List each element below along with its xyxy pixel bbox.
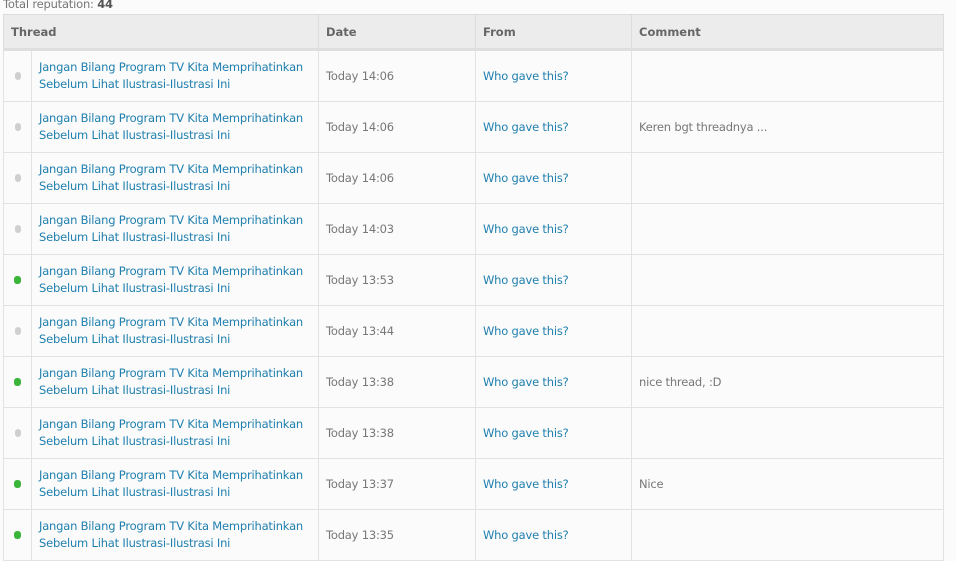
table-row: Jangan Bilang Program TV Kita Memprihati…	[3, 458, 944, 510]
table-row: Jangan Bilang Program TV Kita Memprihati…	[3, 49, 944, 102]
neutral-reputation-dot-icon	[14, 327, 21, 335]
comment-cell: Nice	[631, 458, 944, 510]
thread-link[interactable]: Jangan Bilang Program TV Kita Memprihati…	[39, 264, 304, 295]
date-cell: Today 14:03	[318, 203, 476, 255]
thread-link[interactable]: Jangan Bilang Program TV Kita Memprihati…	[39, 315, 304, 346]
status-cell	[3, 203, 32, 255]
table-row: Jangan Bilang Program TV Kita Memprihati…	[3, 305, 944, 357]
date-cell: Today 13:53	[318, 254, 476, 306]
table-row: Jangan Bilang Program TV Kita Memprihati…	[3, 203, 944, 255]
who-gave-this-link[interactable]: Who gave this?	[483, 323, 569, 338]
thread-cell: Jangan Bilang Program TV Kita Memprihati…	[31, 407, 319, 459]
positive-reputation-dot-icon	[14, 531, 21, 539]
from-cell: Who gave this?	[475, 152, 632, 204]
thread-cell: Jangan Bilang Program TV Kita Memprihati…	[31, 305, 319, 357]
date-cell: Today 13:44	[318, 305, 476, 357]
header-from: From	[475, 14, 632, 51]
who-gave-this-link[interactable]: Who gave this?	[483, 425, 569, 440]
table-row: Jangan Bilang Program TV Kita Memprihati…	[3, 407, 944, 459]
from-cell: Who gave this?	[475, 509, 632, 561]
date-cell: Today 14:06	[318, 49, 476, 102]
neutral-reputation-dot-icon	[14, 429, 21, 437]
thread-link[interactable]: Jangan Bilang Program TV Kita Memprihati…	[39, 519, 304, 550]
from-cell: Who gave this?	[475, 458, 632, 510]
header-date: Date	[318, 14, 476, 51]
table-row: Jangan Bilang Program TV Kita Memprihati…	[3, 152, 944, 204]
comment-cell: Keren bgt threadnya ...	[631, 101, 944, 153]
comment-cell	[631, 305, 944, 357]
comment-cell	[631, 152, 944, 204]
table-row: Jangan Bilang Program TV Kita Memprihati…	[3, 254, 944, 306]
comment-cell: nice thread, :D	[631, 356, 944, 408]
from-cell: Who gave this?	[475, 356, 632, 408]
thread-cell: Jangan Bilang Program TV Kita Memprihati…	[31, 101, 319, 153]
thread-link[interactable]: Jangan Bilang Program TV Kita Memprihati…	[39, 366, 304, 397]
status-cell	[3, 101, 32, 153]
neutral-reputation-dot-icon	[14, 123, 21, 131]
thread-link[interactable]: Jangan Bilang Program TV Kita Memprihati…	[39, 60, 304, 91]
who-gave-this-link[interactable]: Who gave this?	[483, 221, 569, 236]
reputation-table: Thread Date From Comment Jangan Bilang P…	[3, 14, 944, 561]
comment-cell	[631, 203, 944, 255]
from-cell: Who gave this?	[475, 254, 632, 306]
status-cell	[3, 254, 32, 306]
who-gave-this-link[interactable]: Who gave this?	[483, 272, 569, 287]
comment-cell	[631, 254, 944, 306]
from-cell: Who gave this?	[475, 101, 632, 153]
who-gave-this-link[interactable]: Who gave this?	[483, 170, 569, 185]
table-row: Jangan Bilang Program TV Kita Memprihati…	[3, 509, 944, 561]
date-cell: Today 13:38	[318, 407, 476, 459]
thread-cell: Jangan Bilang Program TV Kita Memprihati…	[31, 509, 319, 561]
who-gave-this-link[interactable]: Who gave this?	[483, 476, 569, 491]
thread-cell: Jangan Bilang Program TV Kita Memprihati…	[31, 458, 319, 510]
table-row: Jangan Bilang Program TV Kita Memprihati…	[3, 101, 944, 153]
thread-cell: Jangan Bilang Program TV Kita Memprihati…	[31, 254, 319, 306]
date-cell: Today 14:06	[318, 101, 476, 153]
from-cell: Who gave this?	[475, 203, 632, 255]
status-cell	[3, 49, 32, 102]
positive-reputation-dot-icon	[14, 276, 21, 284]
thread-link[interactable]: Jangan Bilang Program TV Kita Memprihati…	[39, 111, 304, 142]
positive-reputation-dot-icon	[14, 480, 21, 488]
total-reputation: Total reputation: 44	[3, 0, 113, 11]
neutral-reputation-dot-icon	[14, 174, 21, 182]
who-gave-this-link[interactable]: Who gave this?	[483, 374, 569, 389]
status-cell	[3, 356, 32, 408]
thread-cell: Jangan Bilang Program TV Kita Memprihati…	[31, 356, 319, 408]
thread-link[interactable]: Jangan Bilang Program TV Kita Memprihati…	[39, 468, 304, 499]
thread-link[interactable]: Jangan Bilang Program TV Kita Memprihati…	[39, 417, 304, 448]
comment-cell	[631, 407, 944, 459]
thread-cell: Jangan Bilang Program TV Kita Memprihati…	[31, 203, 319, 255]
status-cell	[3, 407, 32, 459]
thread-cell: Jangan Bilang Program TV Kita Memprihati…	[31, 49, 319, 102]
status-cell	[3, 458, 32, 510]
header-thread: Thread	[3, 14, 319, 51]
who-gave-this-link[interactable]: Who gave this?	[483, 68, 569, 83]
comment-cell	[631, 509, 944, 561]
status-cell	[3, 509, 32, 561]
date-cell: Today 13:38	[318, 356, 476, 408]
table-header-row: Thread Date From Comment	[3, 14, 944, 51]
comment-cell	[631, 49, 944, 102]
from-cell: Who gave this?	[475, 49, 632, 102]
thread-link[interactable]: Jangan Bilang Program TV Kita Memprihati…	[39, 213, 304, 244]
from-cell: Who gave this?	[475, 407, 632, 459]
from-cell: Who gave this?	[475, 305, 632, 357]
date-cell: Today 14:06	[318, 152, 476, 204]
neutral-reputation-dot-icon	[14, 225, 21, 233]
who-gave-this-link[interactable]: Who gave this?	[483, 527, 569, 542]
status-cell	[3, 152, 32, 204]
thread-link[interactable]: Jangan Bilang Program TV Kita Memprihati…	[39, 162, 304, 193]
date-cell: Today 13:37	[318, 458, 476, 510]
total-reputation-label: Total reputation:	[3, 0, 94, 11]
date-cell: Today 13:35	[318, 509, 476, 561]
neutral-reputation-dot-icon	[14, 72, 21, 80]
status-cell	[3, 305, 32, 357]
total-reputation-value: 44	[97, 0, 113, 11]
header-comment: Comment	[631, 14, 944, 51]
table-row: Jangan Bilang Program TV Kita Memprihati…	[3, 356, 944, 408]
who-gave-this-link[interactable]: Who gave this?	[483, 119, 569, 134]
thread-cell: Jangan Bilang Program TV Kita Memprihati…	[31, 152, 319, 204]
positive-reputation-dot-icon	[14, 378, 21, 386]
